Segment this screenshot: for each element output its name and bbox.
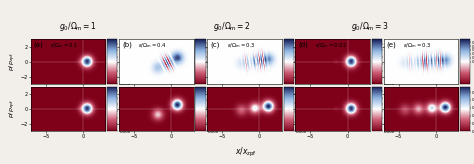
Text: $\epsilon/\Omega_\mathrm{m} = 0.3$: $\epsilon/\Omega_\mathrm{m} = 0.3$ <box>227 41 255 50</box>
Text: $\epsilon/\Omega_\mathrm{m} = 0.1$: $\epsilon/\Omega_\mathrm{m} = 0.1$ <box>50 41 79 50</box>
Text: (d): (d) <box>299 41 308 48</box>
Text: $\epsilon/\Omega_\mathrm{m} = 0.4$: $\epsilon/\Omega_\mathrm{m} = 0.4$ <box>138 41 167 50</box>
Y-axis label: $p/p_\mathrm{zpf}$: $p/p_\mathrm{zpf}$ <box>8 52 18 71</box>
Y-axis label: $p/p_\mathrm{zpf}$: $p/p_\mathrm{zpf}$ <box>8 100 18 118</box>
Text: (a): (a) <box>34 41 44 48</box>
Text: $g_0/\Omega_\mathrm{m} = 2$: $g_0/\Omega_\mathrm{m} = 2$ <box>213 20 251 33</box>
Text: (c): (c) <box>210 41 219 48</box>
Text: (b): (b) <box>122 41 132 48</box>
Text: $x/x_\mathrm{zpf}$: $x/x_\mathrm{zpf}$ <box>236 146 257 159</box>
Text: (e): (e) <box>387 41 396 48</box>
Text: $\epsilon/\Omega_\mathrm{m} = 0.02$: $\epsilon/\Omega_\mathrm{m} = 0.02$ <box>315 41 347 50</box>
Text: $g_0/\Omega_\mathrm{m} = 1$: $g_0/\Omega_\mathrm{m} = 1$ <box>59 20 97 33</box>
Text: $\epsilon/\Omega_\mathrm{m} = 0.3$: $\epsilon/\Omega_\mathrm{m} = 0.3$ <box>403 41 432 50</box>
Text: $g_0/\Omega_\mathrm{m} = 3$: $g_0/\Omega_\mathrm{m} = 3$ <box>351 20 389 33</box>
